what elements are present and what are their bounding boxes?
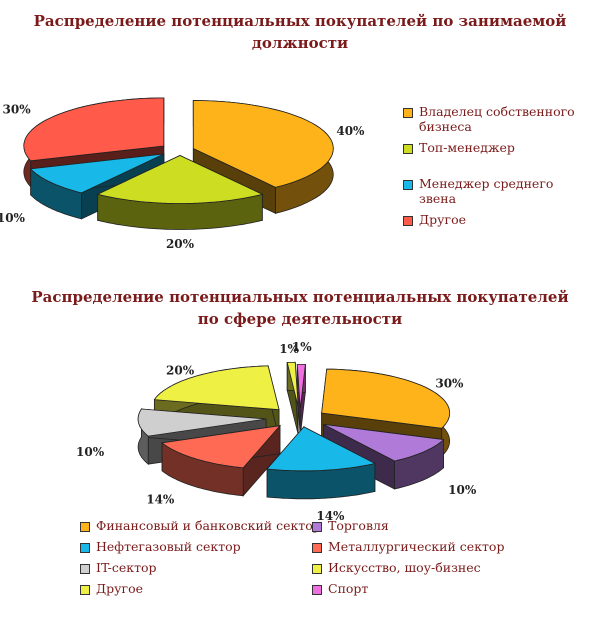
chart1-legend-item-2: Менеджер среднего звена (403, 176, 593, 212)
chart2-legend-item-0: Финансовый и банковский сектор (80, 518, 321, 536)
chart1-data-label-0: 40% (336, 124, 365, 138)
chart2-legend-swatch-1 (312, 522, 322, 532)
chart1-data-label-2: 10% (0, 211, 26, 225)
chart2-legend-item-1: Торговля (312, 518, 520, 536)
chart2-slice-7 (296, 364, 306, 437)
chart1-pie: 40% 20% 10% 30% (0, 97, 365, 251)
chart2-legend-label-5: Искусство, шоу-бизнес (328, 560, 481, 575)
chart2-legend-label-3: Металлургический сектор (328, 539, 505, 554)
chart2-legend-label-4: IT-сектор (96, 560, 157, 575)
chart2-data-label-1: 10% (448, 483, 477, 497)
chart2-data-label-2: 14% (316, 509, 345, 523)
chart2-legend-item-7: Спорт (312, 581, 520, 599)
chart2-legend-swatch-3 (312, 543, 322, 553)
chart1-legend-swatch-2 (403, 180, 413, 190)
chart2-legend-label-1: Торговля (328, 518, 389, 533)
chart2-legend-swatch-4 (80, 564, 90, 574)
chart2-legend-label-7: Спорт (328, 581, 369, 596)
chart2-legend-swatch-2 (80, 543, 90, 553)
chart1-legend-label-0: Владелец собственного бизнеса (419, 104, 575, 134)
chart1-title: Распределение потенциальных покупателей … (33, 12, 567, 52)
chart1-legend: Владелец собственного бизнеса Топ-менедже… (403, 104, 593, 248)
chart2-legend-swatch-7 (312, 585, 322, 595)
chart2-legend-swatch-6 (80, 585, 90, 595)
chart1-legend-item-1: Топ-менеджер (403, 140, 593, 176)
chart2-legend-item-3: Металлургический сектор (312, 539, 520, 557)
chart1-data-label-1: 20% (166, 237, 195, 251)
chart1-data-label-3: 30% (3, 102, 32, 116)
chart1-legend-swatch-1 (403, 144, 413, 154)
chart2-legend-label-2: Нефтегазовый сектор (96, 539, 241, 554)
chart1-legend-item-3: Другое (403, 212, 593, 248)
chart2-title: Распределение потенциальных потенциальны… (31, 288, 569, 328)
chart1-legend-swatch-3 (403, 216, 413, 226)
chart2-legend: Финансовый и банковский сектор Торговля Не… (80, 518, 520, 599)
chart1-legend-label-2: Менеджер среднего звена (419, 176, 554, 206)
chart2-legend-item-6: Другое (80, 581, 312, 599)
chart2-data-label-7: 1% (292, 340, 312, 354)
chart2-legend-label-6: Другое (96, 581, 143, 596)
chart2-data-label-3: 14% (146, 493, 175, 507)
chart2-slice-6 (286, 361, 299, 435)
chart2-data-label-6: 1% (279, 342, 299, 356)
chart1-legend-label-3: Другое (419, 212, 466, 227)
chart1-slice-1 (96, 154, 264, 230)
chart2-legend-swatch-5 (312, 564, 322, 574)
chart2-legend-item-4: IT-сектор (80, 560, 312, 578)
chart2-legend-item-2: Нефтегазовый сектор (80, 539, 312, 557)
chart1-legend-swatch-0 (403, 108, 413, 118)
chart2-legend-label-0: Финансовый и банковский сектор (96, 518, 321, 533)
chart2-data-label-5: 20% (166, 363, 195, 377)
chart2-slice-2 (266, 425, 377, 500)
chart1-legend-label-1: Топ-менеджер (419, 140, 515, 155)
chart2-data-label-4: 10% (76, 445, 105, 459)
chart1-legend-item-0: Владелец собственного бизнеса (403, 104, 593, 140)
chart2-data-label-0: 30% (435, 377, 464, 391)
chart2-slice-3 (161, 424, 281, 497)
chart2-legend-swatch-0 (80, 522, 90, 532)
chart2-legend-item-5: Искусство, шоу-бизнес (312, 560, 520, 578)
